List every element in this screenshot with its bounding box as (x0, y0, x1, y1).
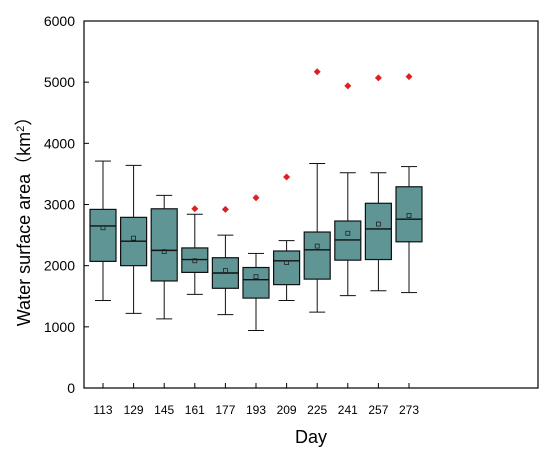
mean-marker (100, 225, 106, 231)
box-day-161 (181, 205, 209, 295)
outlier-point (221, 205, 229, 213)
box-day-113 (89, 160, 117, 302)
box-series (89, 68, 423, 332)
mean-marker (314, 243, 320, 249)
plot-frame (83, 20, 539, 389)
box-iqr (150, 208, 178, 282)
mean-marker (406, 213, 412, 218)
mean-marker (222, 268, 228, 273)
y-axis-title-main: Water surface area (14, 173, 34, 326)
box-iqr (395, 186, 423, 243)
box-iqr (303, 231, 331, 280)
x-tick-label: 193 (246, 403, 266, 417)
outlier-point (344, 82, 352, 90)
x-tick-label: 177 (215, 403, 235, 417)
outlier-point (191, 205, 199, 213)
y-tick-label: 2000 (44, 258, 75, 274)
outlier-point (313, 68, 321, 76)
mean-marker (284, 260, 290, 266)
y-tick-label: 4000 (44, 135, 75, 151)
y-tick-label: 5000 (44, 74, 75, 90)
box-iqr (89, 208, 117, 262)
outlier-point (283, 173, 291, 181)
box-day-273 (395, 73, 423, 294)
outlier-point (252, 194, 260, 202)
mean-marker (253, 274, 259, 280)
outlier-point (405, 73, 413, 81)
mean-marker (375, 221, 381, 227)
y-tick-label: 0 (67, 380, 75, 396)
y-axis-title-unit-close: ） (14, 108, 34, 126)
x-tick-label: 161 (185, 403, 205, 417)
x-axis-title: Day (295, 427, 327, 447)
box-day-241 (334, 82, 362, 297)
box-day-257 (364, 74, 392, 292)
outlier-point (374, 74, 382, 82)
mean-marker (131, 235, 137, 241)
x-tick-label: 209 (277, 403, 297, 417)
x-tick-label: 241 (338, 403, 358, 417)
x-tick-label: 273 (399, 403, 419, 417)
box-day-225 (303, 68, 331, 313)
x-axis-ticks: 113 129 145 161 177 193 209 225 241 257 273 (93, 383, 419, 417)
y-axis-title: Water surface area（km2） (14, 108, 34, 327)
y-axis-title-unit-sup: 2 (15, 126, 27, 132)
y-tick-label: 6000 (44, 13, 75, 29)
box-day-145 (150, 194, 178, 320)
box-iqr (242, 266, 270, 299)
y-axis-ticks: 0 1000 2000 3000 4000 5000 6000 (44, 13, 89, 396)
box-iqr (273, 250, 301, 286)
y-tick-label: 3000 (44, 197, 75, 213)
mean-marker (192, 258, 198, 264)
y-tick-label: 1000 (44, 319, 75, 335)
x-tick-label: 225 (307, 403, 327, 417)
box-iqr (364, 202, 392, 261)
x-tick-label: 145 (154, 403, 174, 417)
mean-marker (161, 249, 167, 254)
mean-marker (345, 230, 351, 236)
y-axis-title-unit-open: （km (14, 132, 34, 174)
x-tick-label: 113 (93, 403, 112, 417)
x-tick-label: 129 (124, 403, 144, 417)
box-day-177 (211, 205, 239, 316)
x-tick-label: 257 (368, 403, 388, 417)
box-day-209 (273, 173, 301, 302)
box-day-129 (119, 164, 148, 314)
box-day-193 (242, 194, 270, 332)
